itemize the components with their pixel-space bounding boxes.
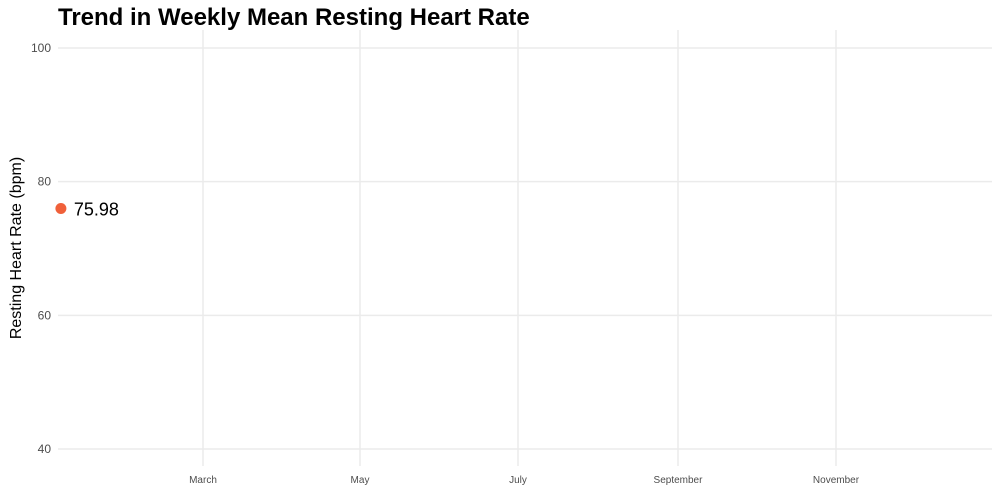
y-axis-title: Resting Heart Rate (bpm) — [8, 157, 25, 339]
x-tick-label: November — [813, 475, 860, 486]
x-tick-label: March — [189, 475, 217, 486]
data-point — [55, 203, 67, 215]
gridlines — [58, 30, 992, 466]
x-tick-label: July — [509, 475, 527, 486]
y-axis-ticks: 40 60 80 100 — [31, 41, 51, 456]
data-points: 75.98 — [55, 200, 119, 220]
data-point-label: 75.98 — [74, 200, 119, 220]
y-tick-label: 100 — [31, 41, 51, 55]
chart-title: Trend in Weekly Mean Resting Heart Rate — [58, 4, 530, 31]
y-tick-label: 60 — [38, 308, 52, 322]
x-axis-ticks: March May July September November — [189, 475, 860, 486]
y-tick-label: 80 — [38, 175, 52, 189]
x-tick-label: May — [351, 475, 370, 486]
y-tick-label: 40 — [38, 442, 52, 456]
x-tick-label: September — [654, 475, 704, 486]
